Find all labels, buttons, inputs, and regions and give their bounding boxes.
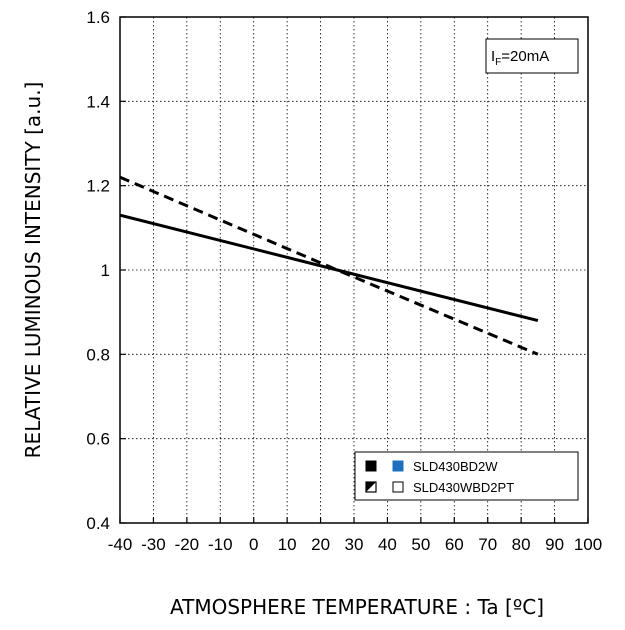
legend: SLD430BD2W SLD430WBD2PT xyxy=(354,451,579,501)
legend-marker-color xyxy=(392,481,404,493)
series-layer xyxy=(119,175,539,356)
legend-marker-half-fill xyxy=(366,482,376,492)
y-tick-label: 1 xyxy=(101,261,110,280)
x-tick-label: 0 xyxy=(249,535,258,554)
y-tick-label: 1.2 xyxy=(86,177,110,196)
y-tick-label: 0.8 xyxy=(86,345,110,364)
x-tick-label: -40 xyxy=(108,535,133,554)
legend-entry-2: SLD430WBD2PT xyxy=(365,480,514,495)
x-tick-label: 80 xyxy=(512,535,531,554)
legend-box xyxy=(354,451,579,501)
series-line-2 xyxy=(119,175,539,356)
legend-marker-color xyxy=(392,460,404,472)
y-tick-label: 1.6 xyxy=(86,8,110,27)
x-tick-label: -10 xyxy=(208,535,233,554)
legend-label: SLD430BD2W xyxy=(413,459,498,474)
y-axis-title: RELATIVE LUMINOUS INTENSITY [a.u.] xyxy=(21,82,45,459)
y-tick-labels: 0.4 0.6 0.8 1 1.2 1.4 1.6 xyxy=(86,8,126,533)
annotation-box xyxy=(485,38,579,74)
x-tick-labels: -40 -30 -20 -10 0 10 20 30 40 50 60 70 80 90 100 xyxy=(108,517,602,554)
legend-entry-1: SLD430BD2W xyxy=(365,459,498,474)
y-tick-label: 1.4 xyxy=(86,92,110,111)
x-tick-label: 50 xyxy=(411,535,430,554)
annotation-rest: =20mA xyxy=(501,48,549,65)
x-axis-title: ATMOSPHERE TEMPERATURE : Ta [ºC] xyxy=(170,595,544,619)
x-tick-label: 100 xyxy=(574,535,602,554)
x-tick-label: -30 xyxy=(141,535,166,554)
x-tick-label: 30 xyxy=(345,535,364,554)
annotation-subscript: F xyxy=(495,57,501,68)
y-tick-label: 0.6 xyxy=(86,430,110,449)
y-tick-label: 0.4 xyxy=(86,514,110,533)
x-tick-label: 90 xyxy=(545,535,564,554)
series-line-1 xyxy=(119,213,539,323)
x-tick-label: -20 xyxy=(175,535,200,554)
x-tick-label: 70 xyxy=(478,535,497,554)
condition-annotation: IF=20mA xyxy=(485,38,579,74)
grid xyxy=(120,17,588,523)
x-tick-label: 20 xyxy=(311,535,330,554)
x-tick-label: 60 xyxy=(445,535,464,554)
legend-marker-filled xyxy=(365,460,377,472)
annotation-text: IF=20mA xyxy=(491,48,549,68)
legend-label: SLD430WBD2PT xyxy=(413,480,514,495)
legend-entries: SLD430BD2W SLD430WBD2PT xyxy=(365,459,514,495)
annotation-main: I xyxy=(491,48,495,65)
x-tick-label: 40 xyxy=(378,535,397,554)
x-tick-label: 10 xyxy=(278,535,297,554)
